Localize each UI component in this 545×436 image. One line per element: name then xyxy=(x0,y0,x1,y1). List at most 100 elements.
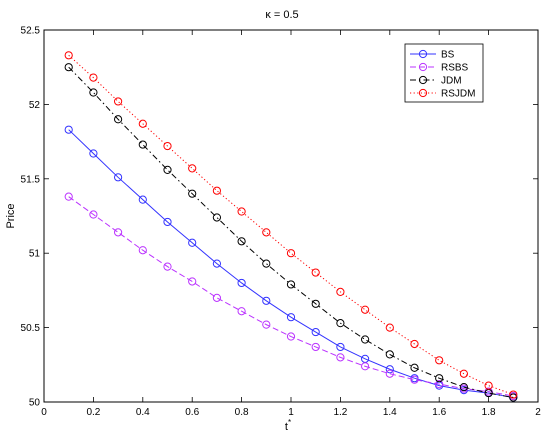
y-tick-label: 50.5 xyxy=(21,323,41,334)
data-point xyxy=(163,217,172,227)
y-tick-label: 52.5 xyxy=(21,26,41,37)
data-point xyxy=(435,380,444,389)
x-tick-label: 1.2 xyxy=(333,407,347,418)
data-point xyxy=(459,369,468,378)
series-rsbs xyxy=(64,192,518,401)
x-axis-label-sup: * xyxy=(288,418,291,427)
data-point xyxy=(286,332,296,341)
series-jdm xyxy=(64,63,518,402)
data-point xyxy=(114,228,123,237)
series-line xyxy=(68,196,514,397)
legend-label: RSBS xyxy=(441,63,469,74)
data-point xyxy=(435,374,444,383)
data-point xyxy=(188,277,197,286)
series-line xyxy=(68,54,514,396)
data-point xyxy=(484,381,493,390)
data-point xyxy=(286,313,296,322)
data-point xyxy=(410,363,419,372)
data-point xyxy=(64,125,73,134)
x-tick-label: 1.4 xyxy=(383,407,397,418)
legend-item-jdm: JDM xyxy=(410,76,462,87)
data-point xyxy=(385,365,394,374)
data-point xyxy=(509,390,518,399)
axis-ticks: 0 0.2 0.4 0.6 0.8 1 1.2 1.4 1.6 1.8 2 50 50.5 51 51.5 5… xyxy=(21,26,542,419)
data-series xyxy=(64,51,518,402)
data-point xyxy=(212,293,221,302)
data-point xyxy=(114,115,123,124)
legend-label: JDM xyxy=(441,76,462,87)
series-line xyxy=(68,129,514,399)
data-point xyxy=(64,63,73,72)
data-point xyxy=(262,296,271,305)
data-point xyxy=(163,141,172,151)
data-point xyxy=(311,327,320,337)
data-point xyxy=(64,51,73,60)
data-point xyxy=(361,305,370,314)
data-point xyxy=(138,246,147,255)
legend: BS RSBS JDM RSJDM xyxy=(404,43,484,103)
y-tick-label: 51 xyxy=(29,249,41,260)
data-point xyxy=(385,369,394,378)
x-axis-label-main: t xyxy=(285,421,288,433)
data-point xyxy=(385,350,394,359)
data-point xyxy=(114,97,123,106)
x-tick-label: 1.6 xyxy=(432,407,446,418)
chart-title: κ = 0.5 xyxy=(265,9,298,21)
data-point xyxy=(410,339,419,349)
data-point xyxy=(336,287,345,296)
data-point xyxy=(237,307,246,316)
data-point xyxy=(410,375,419,384)
series-rsjdm xyxy=(64,51,518,399)
y-tick-label: 51.5 xyxy=(21,174,41,185)
data-point xyxy=(237,237,246,246)
data-point xyxy=(138,119,147,128)
data-point xyxy=(361,362,370,371)
data-point xyxy=(64,192,73,201)
legend-marker xyxy=(418,88,428,98)
legend-marker xyxy=(418,49,428,59)
x-tick-label: 0.2 xyxy=(86,407,100,418)
x-tick-label: 0.8 xyxy=(235,407,249,418)
data-point xyxy=(163,262,172,271)
data-point xyxy=(188,238,197,247)
y-axis-label: Price xyxy=(5,203,17,228)
y-tick-label: 52 xyxy=(29,100,41,111)
data-point xyxy=(262,259,271,268)
data-point xyxy=(262,320,271,329)
x-tick-label: 0.4 xyxy=(136,407,150,418)
data-point xyxy=(114,173,123,182)
series-line xyxy=(68,66,514,399)
data-point xyxy=(89,73,98,82)
data-point xyxy=(286,249,296,258)
data-point xyxy=(237,207,246,216)
data-point xyxy=(286,280,296,289)
data-point xyxy=(89,88,98,97)
x-tick-label: 0 xyxy=(41,407,47,418)
data-point xyxy=(336,353,345,362)
data-point xyxy=(188,189,197,198)
legend-item-rsjdm: RSJDM xyxy=(410,89,475,100)
y-tick-label: 50 xyxy=(29,398,41,409)
data-point xyxy=(336,342,345,352)
legend-marker xyxy=(418,62,428,72)
data-point xyxy=(89,149,98,158)
data-point xyxy=(509,393,518,402)
legend-item-bs: BS xyxy=(410,50,455,61)
data-point xyxy=(212,186,221,195)
legend-marker xyxy=(418,75,428,85)
data-point xyxy=(311,268,320,277)
data-point xyxy=(188,164,197,173)
x-tick-label: 1 xyxy=(288,407,294,418)
data-point xyxy=(385,323,394,332)
data-point xyxy=(163,165,172,174)
data-point xyxy=(361,335,370,344)
data-point xyxy=(311,299,320,308)
x-tick-label: 1.8 xyxy=(482,407,496,418)
legend-label: RSJDM xyxy=(441,89,475,100)
data-point xyxy=(459,383,468,392)
x-tick-label: 2 xyxy=(535,407,541,418)
data-point xyxy=(262,228,271,237)
x-tick-label: 0.6 xyxy=(185,407,199,418)
legend-label: BS xyxy=(441,50,455,61)
